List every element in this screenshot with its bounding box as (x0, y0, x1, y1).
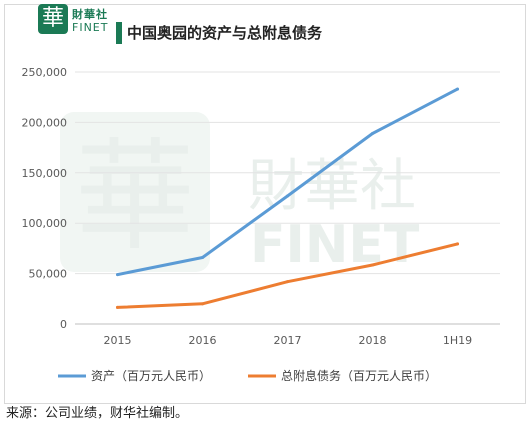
y-tick-label: 100,000 (22, 217, 68, 230)
series-0-point (286, 194, 289, 198)
y-tick-label: 150,000 (22, 167, 68, 180)
y-tick-label: 0 (60, 318, 67, 331)
legend: 资产（百万元人民币） 总附息债务（百万元人民币） (58, 368, 437, 383)
finet-logo: 華 財華社 FINET (38, 2, 112, 40)
legend-label-0: 资产（百万元人民币） (91, 369, 211, 383)
title-accent-bar (116, 22, 122, 44)
legend-label-1: 总附息债务（百万元人民币） (281, 368, 437, 383)
x-tick-label: 1H19 (443, 334, 472, 347)
series-0-point (201, 255, 204, 259)
series-0-point (371, 131, 374, 135)
x-tick-label: 2016 (189, 334, 217, 347)
series-lines (116, 87, 459, 309)
series-1-point (286, 280, 289, 284)
y-tick-label: 50,000 (29, 268, 68, 281)
x-tick-label: 2018 (359, 334, 387, 347)
series-0-point (456, 87, 459, 91)
series-1-point (456, 242, 459, 246)
series-1-point (116, 305, 119, 309)
x-tick-label: 2015 (104, 334, 132, 347)
watermark-glyph: 華 (75, 128, 195, 267)
logo-name-cn: 財華社 (72, 8, 108, 21)
source-note: 来源：公司业绩，财华社编制。 (6, 406, 189, 421)
gridlines (75, 71, 500, 325)
x-axis: 2015 2016 2017 2018 1H19 (104, 334, 473, 347)
watermark-badge-icon (60, 112, 210, 272)
logo-name-en: FINET (72, 21, 109, 34)
y-tick-label: 250,000 (22, 66, 68, 79)
y-tick-label: 200,000 (22, 116, 68, 129)
logo-badge-icon: 華 (38, 4, 68, 34)
x-tick-label: 2017 (274, 334, 302, 347)
y-axis: 0 50,000 100,000 150,000 200,000 250,000 (22, 66, 68, 331)
watermark: 華 財華社 FINET (60, 112, 420, 275)
series-1-point (201, 302, 204, 306)
series-0-point (116, 273, 119, 277)
watermark-text-en: FINET (250, 215, 420, 275)
series-1-point (371, 263, 374, 267)
chart-title: 中国奥园的资产与总附息债务 (127, 24, 323, 42)
